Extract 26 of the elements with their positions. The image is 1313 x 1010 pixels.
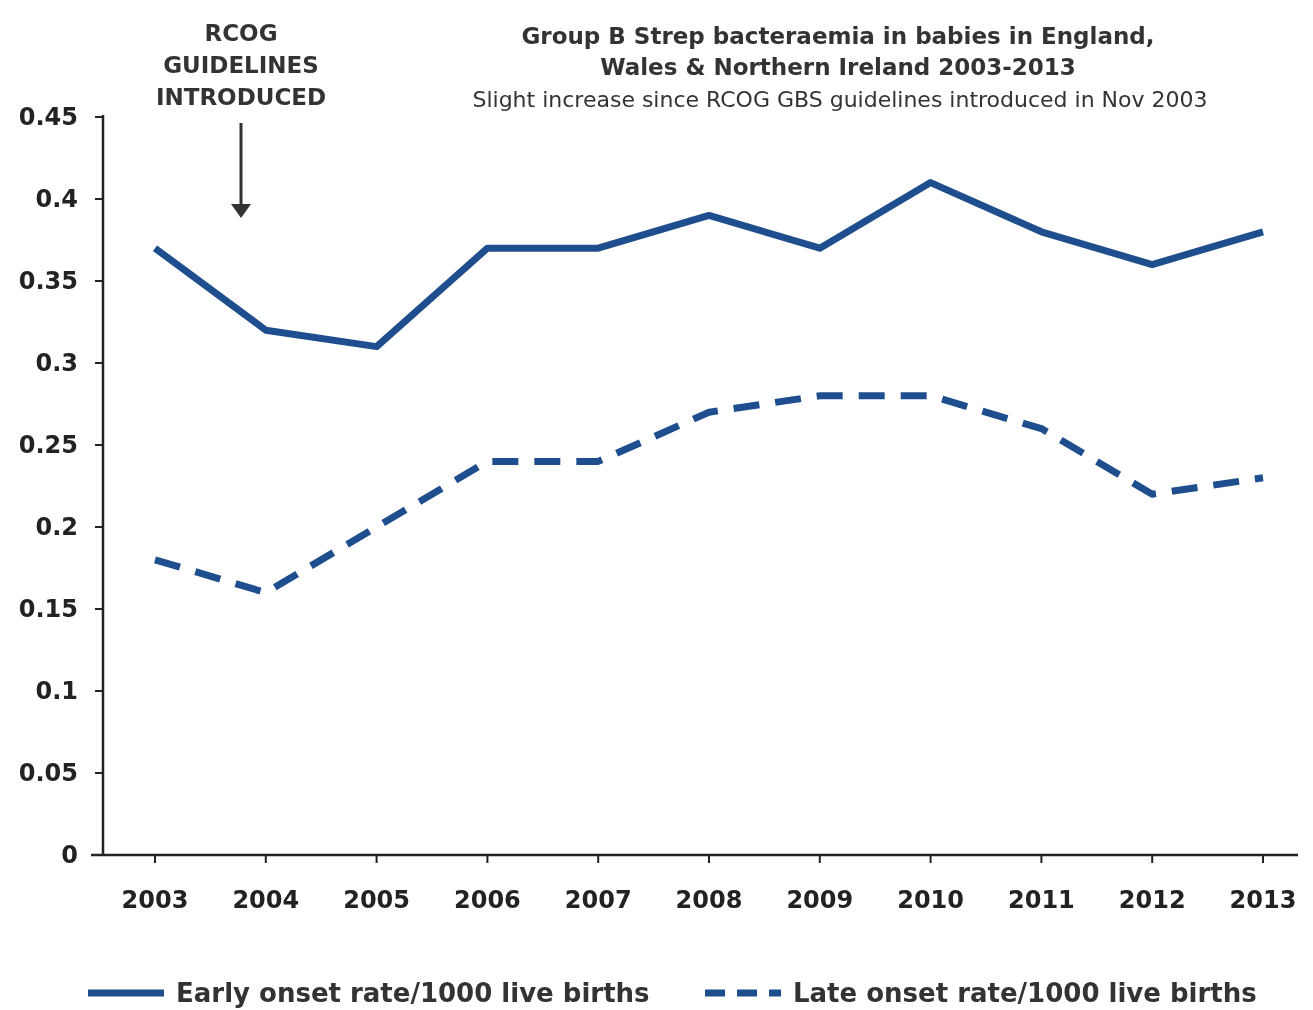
x-tick-label: 2012 <box>1118 886 1186 914</box>
y-tick-label: 0.35 <box>18 267 78 296</box>
x-tick-label: 2009 <box>786 886 854 914</box>
x-tick-label: 2003 <box>121 886 189 914</box>
legend-label: Late onset rate/1000 live births <box>793 978 1257 1009</box>
chart-title: Group B Strep bacteraemia in babies in England, Wales & Northern Ireland 2003-2013 <box>521 23 1155 80</box>
legend-label: Early onset rate/1000 live births <box>176 978 650 1009</box>
y-tick-label: 0.45 <box>18 103 78 132</box>
y-tick-label: 0.05 <box>18 759 78 788</box>
y-tick-label: 0.3 <box>35 349 78 378</box>
text: RCOG GUIDELINES INTRODUCED <box>155 20 327 110</box>
y-tick-label: 0.25 <box>18 431 78 460</box>
x-tick-label: 2008 <box>675 886 743 914</box>
x-tick-label: 2006 <box>454 886 521 914</box>
chart-subtitle: Slight increase since RCOG GBS guidelines introduced in Nov 2003 <box>472 87 1208 112</box>
y-tick-label: 0.2 <box>35 513 78 542</box>
x-tick-label: 2005 <box>343 886 410 914</box>
y-tick-label: 0.15 <box>18 595 78 624</box>
x-tick-label: 2010 <box>897 886 964 914</box>
y-tick-label: 0.4 <box>35 185 78 214</box>
y-tick-label: 0.1 <box>35 677 78 706</box>
x-tick-label: 2013 <box>1229 886 1297 914</box>
x-tick-label: 2004 <box>232 886 300 914</box>
y-tick-label: 0 <box>61 841 78 870</box>
x-tick-label: 2011 <box>1008 886 1075 914</box>
x-tick-label: 2007 <box>564 886 632 914</box>
